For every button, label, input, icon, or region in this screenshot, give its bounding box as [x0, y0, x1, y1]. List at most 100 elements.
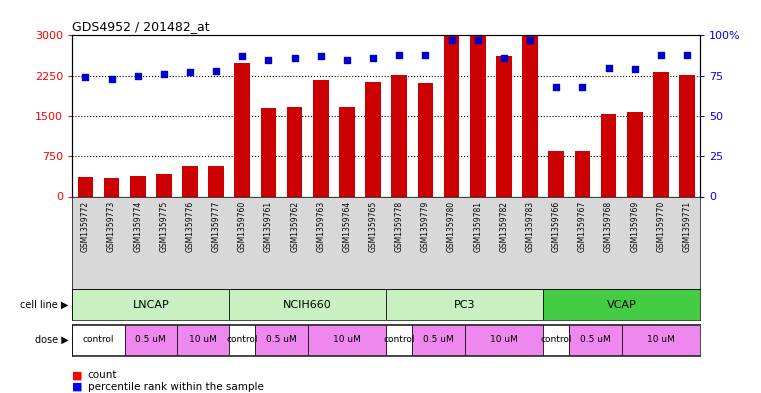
Text: count: count: [88, 370, 117, 380]
Text: ■: ■: [72, 370, 83, 380]
Point: [315, 53, 327, 59]
Text: GSM1359783: GSM1359783: [526, 201, 534, 252]
Bar: [549, 151, 564, 196]
Bar: [261, 108, 276, 196]
Bar: [522, 37, 538, 197]
Bar: [575, 151, 591, 196]
Point: [419, 51, 431, 58]
Point: [106, 76, 118, 82]
Bar: [125, 325, 177, 355]
Text: GSM1359768: GSM1359768: [604, 201, 613, 252]
Text: GSM1359772: GSM1359772: [81, 201, 90, 252]
Bar: [103, 178, 119, 196]
Text: PC3: PC3: [454, 299, 476, 310]
Point: [184, 69, 196, 75]
Text: 10 uM: 10 uM: [490, 336, 518, 344]
Text: 0.5 uM: 0.5 uM: [266, 336, 297, 344]
Text: GSM1359782: GSM1359782: [499, 201, 508, 252]
Bar: [365, 82, 381, 196]
Bar: [600, 114, 616, 196]
Bar: [72, 290, 229, 320]
Text: control: control: [540, 336, 572, 344]
Text: 0.5 uM: 0.5 uM: [423, 336, 454, 344]
Point: [158, 71, 170, 77]
Point: [132, 72, 144, 79]
Text: GSM1359762: GSM1359762: [290, 201, 299, 252]
Text: VCAP: VCAP: [607, 299, 636, 310]
Bar: [307, 325, 386, 355]
Text: GSM1359780: GSM1359780: [447, 201, 456, 252]
Bar: [256, 325, 307, 355]
Text: 10 uM: 10 uM: [189, 336, 217, 344]
Bar: [569, 325, 622, 355]
Bar: [679, 75, 695, 196]
Bar: [229, 325, 256, 355]
Point: [681, 51, 693, 58]
Text: GSM1359781: GSM1359781: [473, 201, 482, 252]
Text: GSM1359777: GSM1359777: [212, 201, 221, 252]
Bar: [234, 63, 250, 196]
Text: GSM1359763: GSM1359763: [317, 201, 325, 252]
Text: GSM1359776: GSM1359776: [186, 201, 195, 252]
Text: NCIH660: NCIH660: [283, 299, 332, 310]
Text: GSM1359779: GSM1359779: [421, 201, 430, 252]
Bar: [543, 290, 700, 320]
Bar: [130, 176, 145, 196]
Text: GSM1359769: GSM1359769: [630, 201, 639, 252]
Bar: [72, 325, 125, 355]
Text: 0.5 uM: 0.5 uM: [580, 336, 611, 344]
Text: GSM1359773: GSM1359773: [107, 201, 116, 252]
Point: [629, 66, 641, 72]
Text: control: control: [227, 336, 258, 344]
Point: [263, 56, 275, 62]
Point: [210, 68, 222, 74]
Bar: [177, 325, 229, 355]
Text: LNCAP: LNCAP: [132, 299, 169, 310]
Bar: [313, 81, 329, 196]
Bar: [386, 325, 412, 355]
Bar: [543, 325, 569, 355]
Bar: [496, 56, 512, 196]
Text: GSM1359765: GSM1359765: [368, 201, 377, 252]
Bar: [229, 290, 387, 320]
Text: cell line ▶: cell line ▶: [20, 299, 68, 310]
Bar: [78, 177, 93, 196]
Bar: [156, 174, 172, 196]
Text: GDS4952 / 201482_at: GDS4952 / 201482_at: [72, 20, 210, 33]
Bar: [339, 107, 355, 196]
Point: [576, 84, 588, 90]
Point: [445, 37, 457, 43]
Bar: [470, 37, 486, 197]
Point: [654, 51, 667, 58]
Text: percentile rank within the sample: percentile rank within the sample: [88, 382, 263, 392]
Text: ■: ■: [72, 382, 83, 392]
Point: [498, 55, 510, 61]
Point: [367, 55, 379, 61]
Bar: [391, 75, 407, 196]
Bar: [653, 72, 669, 196]
Bar: [444, 37, 460, 197]
Text: 10 uM: 10 uM: [647, 336, 675, 344]
Text: GSM1359775: GSM1359775: [159, 201, 168, 252]
Point: [550, 84, 562, 90]
Bar: [627, 112, 642, 196]
Text: GSM1359778: GSM1359778: [395, 201, 404, 252]
Text: 10 uM: 10 uM: [333, 336, 361, 344]
Bar: [412, 325, 465, 355]
Bar: [465, 325, 543, 355]
Bar: [418, 83, 433, 196]
Text: control: control: [384, 336, 415, 344]
Bar: [287, 107, 303, 196]
Text: GSM1359766: GSM1359766: [552, 201, 561, 252]
Text: dose ▶: dose ▶: [35, 335, 68, 345]
Point: [472, 37, 484, 43]
Bar: [182, 166, 198, 196]
Text: GSM1359770: GSM1359770: [657, 201, 665, 252]
Bar: [622, 325, 700, 355]
Point: [341, 56, 353, 62]
Text: GSM1359764: GSM1359764: [342, 201, 352, 252]
Text: GSM1359774: GSM1359774: [133, 201, 142, 252]
Text: GSM1359761: GSM1359761: [264, 201, 273, 252]
Text: 0.5 uM: 0.5 uM: [135, 336, 166, 344]
Text: control: control: [83, 336, 114, 344]
